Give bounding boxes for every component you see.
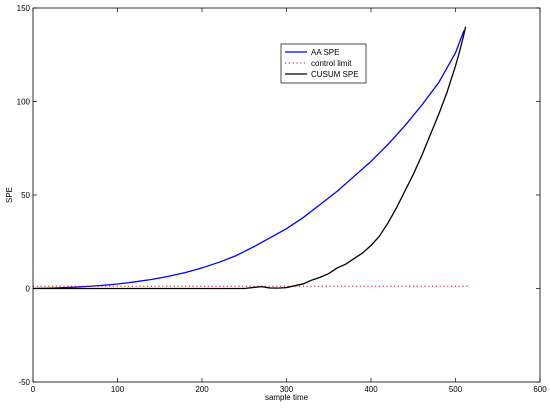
legend-box — [280, 43, 367, 84]
x-tick-label-0: 0 — [31, 385, 36, 394]
x-tick-label-4: 400 — [364, 385, 378, 394]
y-tick-label-0: -50 — [18, 378, 30, 387]
y-tick-label-1: 0 — [26, 285, 31, 294]
x-tick-label-5: 500 — [449, 385, 463, 394]
x-tick-label-3: 300 — [280, 385, 294, 394]
legend-label-0: AA SPE — [311, 48, 339, 57]
y-tick-label-3: 100 — [17, 98, 31, 107]
x-tick-label-6: 600 — [533, 385, 547, 394]
y-tick-label-4: 150 — [17, 4, 31, 13]
y-tick-label-2: 50 — [21, 191, 30, 200]
legend-label-2: CUSUM SPE — [311, 70, 359, 79]
x-tick-label-2: 200 — [195, 385, 209, 394]
series-line-0 — [32, 30, 465, 290]
series-line-2 — [33, 26, 467, 290]
legend: AA SPE control limit CUSUM SPE — [280, 43, 367, 84]
x-axis-label: sample time — [265, 393, 309, 402]
legend-label-1: control limit — [311, 59, 352, 68]
x-tick-label-1: 100 — [111, 385, 125, 394]
y-axis-label: SPE — [5, 187, 14, 203]
series-layer — [32, 26, 469, 290]
